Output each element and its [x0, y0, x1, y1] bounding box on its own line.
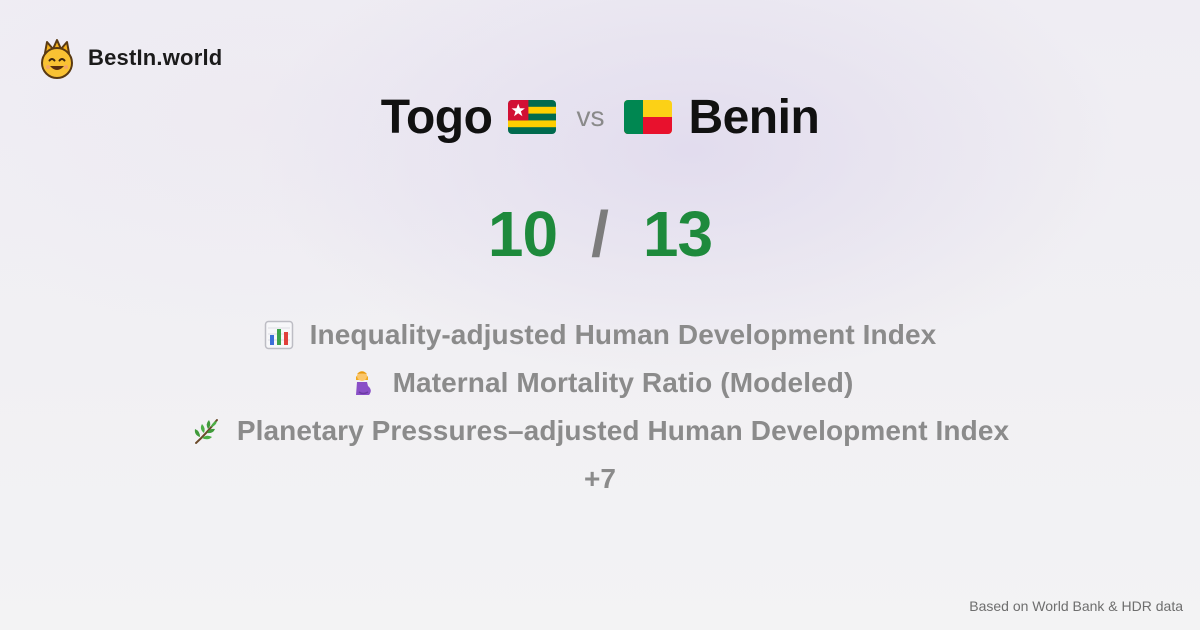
score: 10 / 13 [0, 196, 1200, 272]
right-score: 13 [642, 198, 713, 270]
comparison-title: Togo vs Benin [0, 86, 1200, 148]
brand-name: BestIn.world [88, 45, 223, 70]
right-country-name: Benin [688, 90, 820, 144]
metric-label: Maternal Mortality Ratio (Modeled) [392, 367, 854, 398]
metric-item: Inequality-adjusted Human Development In… [264, 311, 937, 359]
left-score: 10 [487, 198, 558, 270]
smiling-crown-face-icon [41, 39, 73, 79]
more-metrics-count: +7 [584, 463, 616, 494]
benin-flag-icon [624, 100, 673, 134]
data-source-note: Based on World Bank & HDR data [969, 598, 1183, 614]
bar-chart-icon [264, 320, 293, 350]
metric-item: Planetary Pressures–adjusted Human Devel… [191, 407, 1009, 455]
metric-label: Inequality-adjusted Human Development In… [309, 319, 937, 350]
brand[interactable]: BestIn.world [38, 36, 222, 80]
pregnant-woman-icon [355, 371, 371, 395]
vs-label: vs [576, 101, 605, 132]
togo-flag-icon [508, 100, 557, 134]
metric-list: Inequality-adjusted Human Development In… [0, 311, 1200, 503]
metric-label: Planetary Pressures–adjusted Human Devel… [236, 415, 1010, 446]
metric-item: Maternal Mortality Ratio (Modeled) [347, 359, 854, 407]
left-country-name: Togo [380, 90, 493, 144]
herb-icon [194, 419, 218, 444]
score-separator: / [591, 198, 609, 270]
